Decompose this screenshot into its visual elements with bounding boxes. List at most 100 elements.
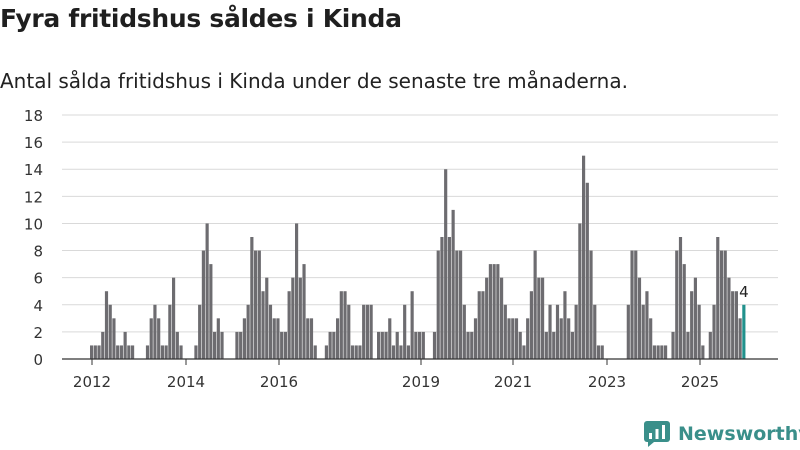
bar — [328, 331, 332, 359]
bar — [500, 277, 504, 359]
bar — [529, 291, 533, 359]
bar — [268, 304, 273, 359]
bar — [354, 345, 358, 359]
bar — [585, 182, 589, 359]
bar — [362, 304, 366, 359]
bar — [358, 345, 362, 359]
bar — [410, 291, 414, 359]
y-tick-label: 12 — [24, 188, 43, 206]
bar — [671, 331, 675, 359]
bar — [380, 331, 384, 359]
bar — [175, 331, 179, 359]
newsworthy-logo[interactable]: Newsworthy — [644, 420, 800, 448]
bar — [473, 318, 478, 359]
bar — [507, 318, 511, 359]
bar — [242, 318, 246, 359]
bar — [652, 345, 656, 359]
bar — [399, 345, 403, 359]
bar — [104, 291, 109, 359]
bar — [630, 250, 634, 359]
bar — [350, 345, 355, 359]
bar — [664, 345, 668, 359]
bar — [645, 291, 649, 359]
bar — [149, 318, 153, 359]
x-tick-label: 2023 — [588, 373, 626, 391]
bar — [548, 304, 552, 359]
bar — [336, 318, 340, 359]
bar — [164, 345, 168, 359]
bar — [637, 277, 642, 359]
bar — [641, 304, 645, 359]
bar — [738, 318, 742, 359]
bar — [403, 304, 407, 359]
bar — [563, 291, 567, 359]
bar — [291, 277, 295, 359]
bars — [90, 155, 746, 359]
x-tick-label: 2019 — [402, 373, 440, 391]
bar — [477, 291, 481, 359]
x-tick-label: 2025 — [681, 373, 719, 391]
bar — [723, 250, 727, 359]
bar — [298, 277, 302, 359]
bar — [119, 345, 123, 359]
bar-chart: 0 2 4 6 8 10 12 14 16 18 2012 2014 2016 2019 2021 2023… — [24, 107, 778, 391]
bar — [716, 237, 720, 359]
bar — [254, 250, 258, 359]
x-tick-label: 2014 — [167, 373, 205, 391]
chart-subtitle: Antal sålda fritidshus i Kinda under de … — [0, 69, 628, 93]
bar — [213, 331, 217, 359]
bar — [503, 304, 507, 359]
bar — [201, 250, 205, 359]
bar — [216, 318, 220, 359]
y-tick-label: 16 — [24, 134, 43, 152]
bar — [727, 277, 731, 359]
bar — [209, 264, 213, 359]
bar — [272, 318, 276, 359]
bar-latest — [742, 304, 746, 359]
bar — [701, 345, 705, 359]
bar — [246, 304, 250, 359]
bar — [414, 331, 418, 359]
y-tick-label: 4 — [33, 297, 43, 315]
x-tick-label: 2016 — [260, 373, 298, 391]
bar — [343, 291, 347, 359]
bar — [127, 345, 131, 359]
bar — [172, 277, 176, 359]
bar — [406, 345, 410, 359]
bar — [567, 318, 571, 359]
bar — [261, 291, 265, 359]
bar — [369, 304, 373, 359]
bar — [332, 331, 336, 359]
bar — [488, 264, 492, 359]
bar — [555, 304, 560, 359]
bar — [90, 345, 94, 359]
bar — [365, 304, 369, 359]
bar — [626, 304, 630, 359]
bar — [377, 331, 381, 359]
bar — [287, 291, 291, 359]
bar — [675, 250, 679, 359]
bar — [570, 331, 574, 359]
bar — [447, 237, 451, 359]
bar — [239, 331, 243, 359]
bar — [97, 345, 101, 359]
bar — [492, 264, 496, 359]
x-tick-label: 2012 — [73, 373, 111, 391]
bar — [168, 304, 172, 359]
bar — [712, 304, 716, 359]
bar — [589, 250, 593, 359]
bar — [600, 345, 604, 359]
bar — [108, 304, 112, 359]
bar — [593, 304, 597, 359]
bar — [421, 331, 425, 359]
bar — [708, 331, 712, 359]
bar — [511, 318, 515, 359]
y-tick-label: 14 — [24, 161, 43, 179]
bar — [533, 250, 537, 359]
bar — [526, 318, 530, 359]
y-tick-label: 10 — [24, 215, 43, 233]
bar — [544, 331, 548, 359]
bar — [660, 345, 664, 359]
bar — [339, 291, 343, 359]
bar — [634, 250, 638, 359]
